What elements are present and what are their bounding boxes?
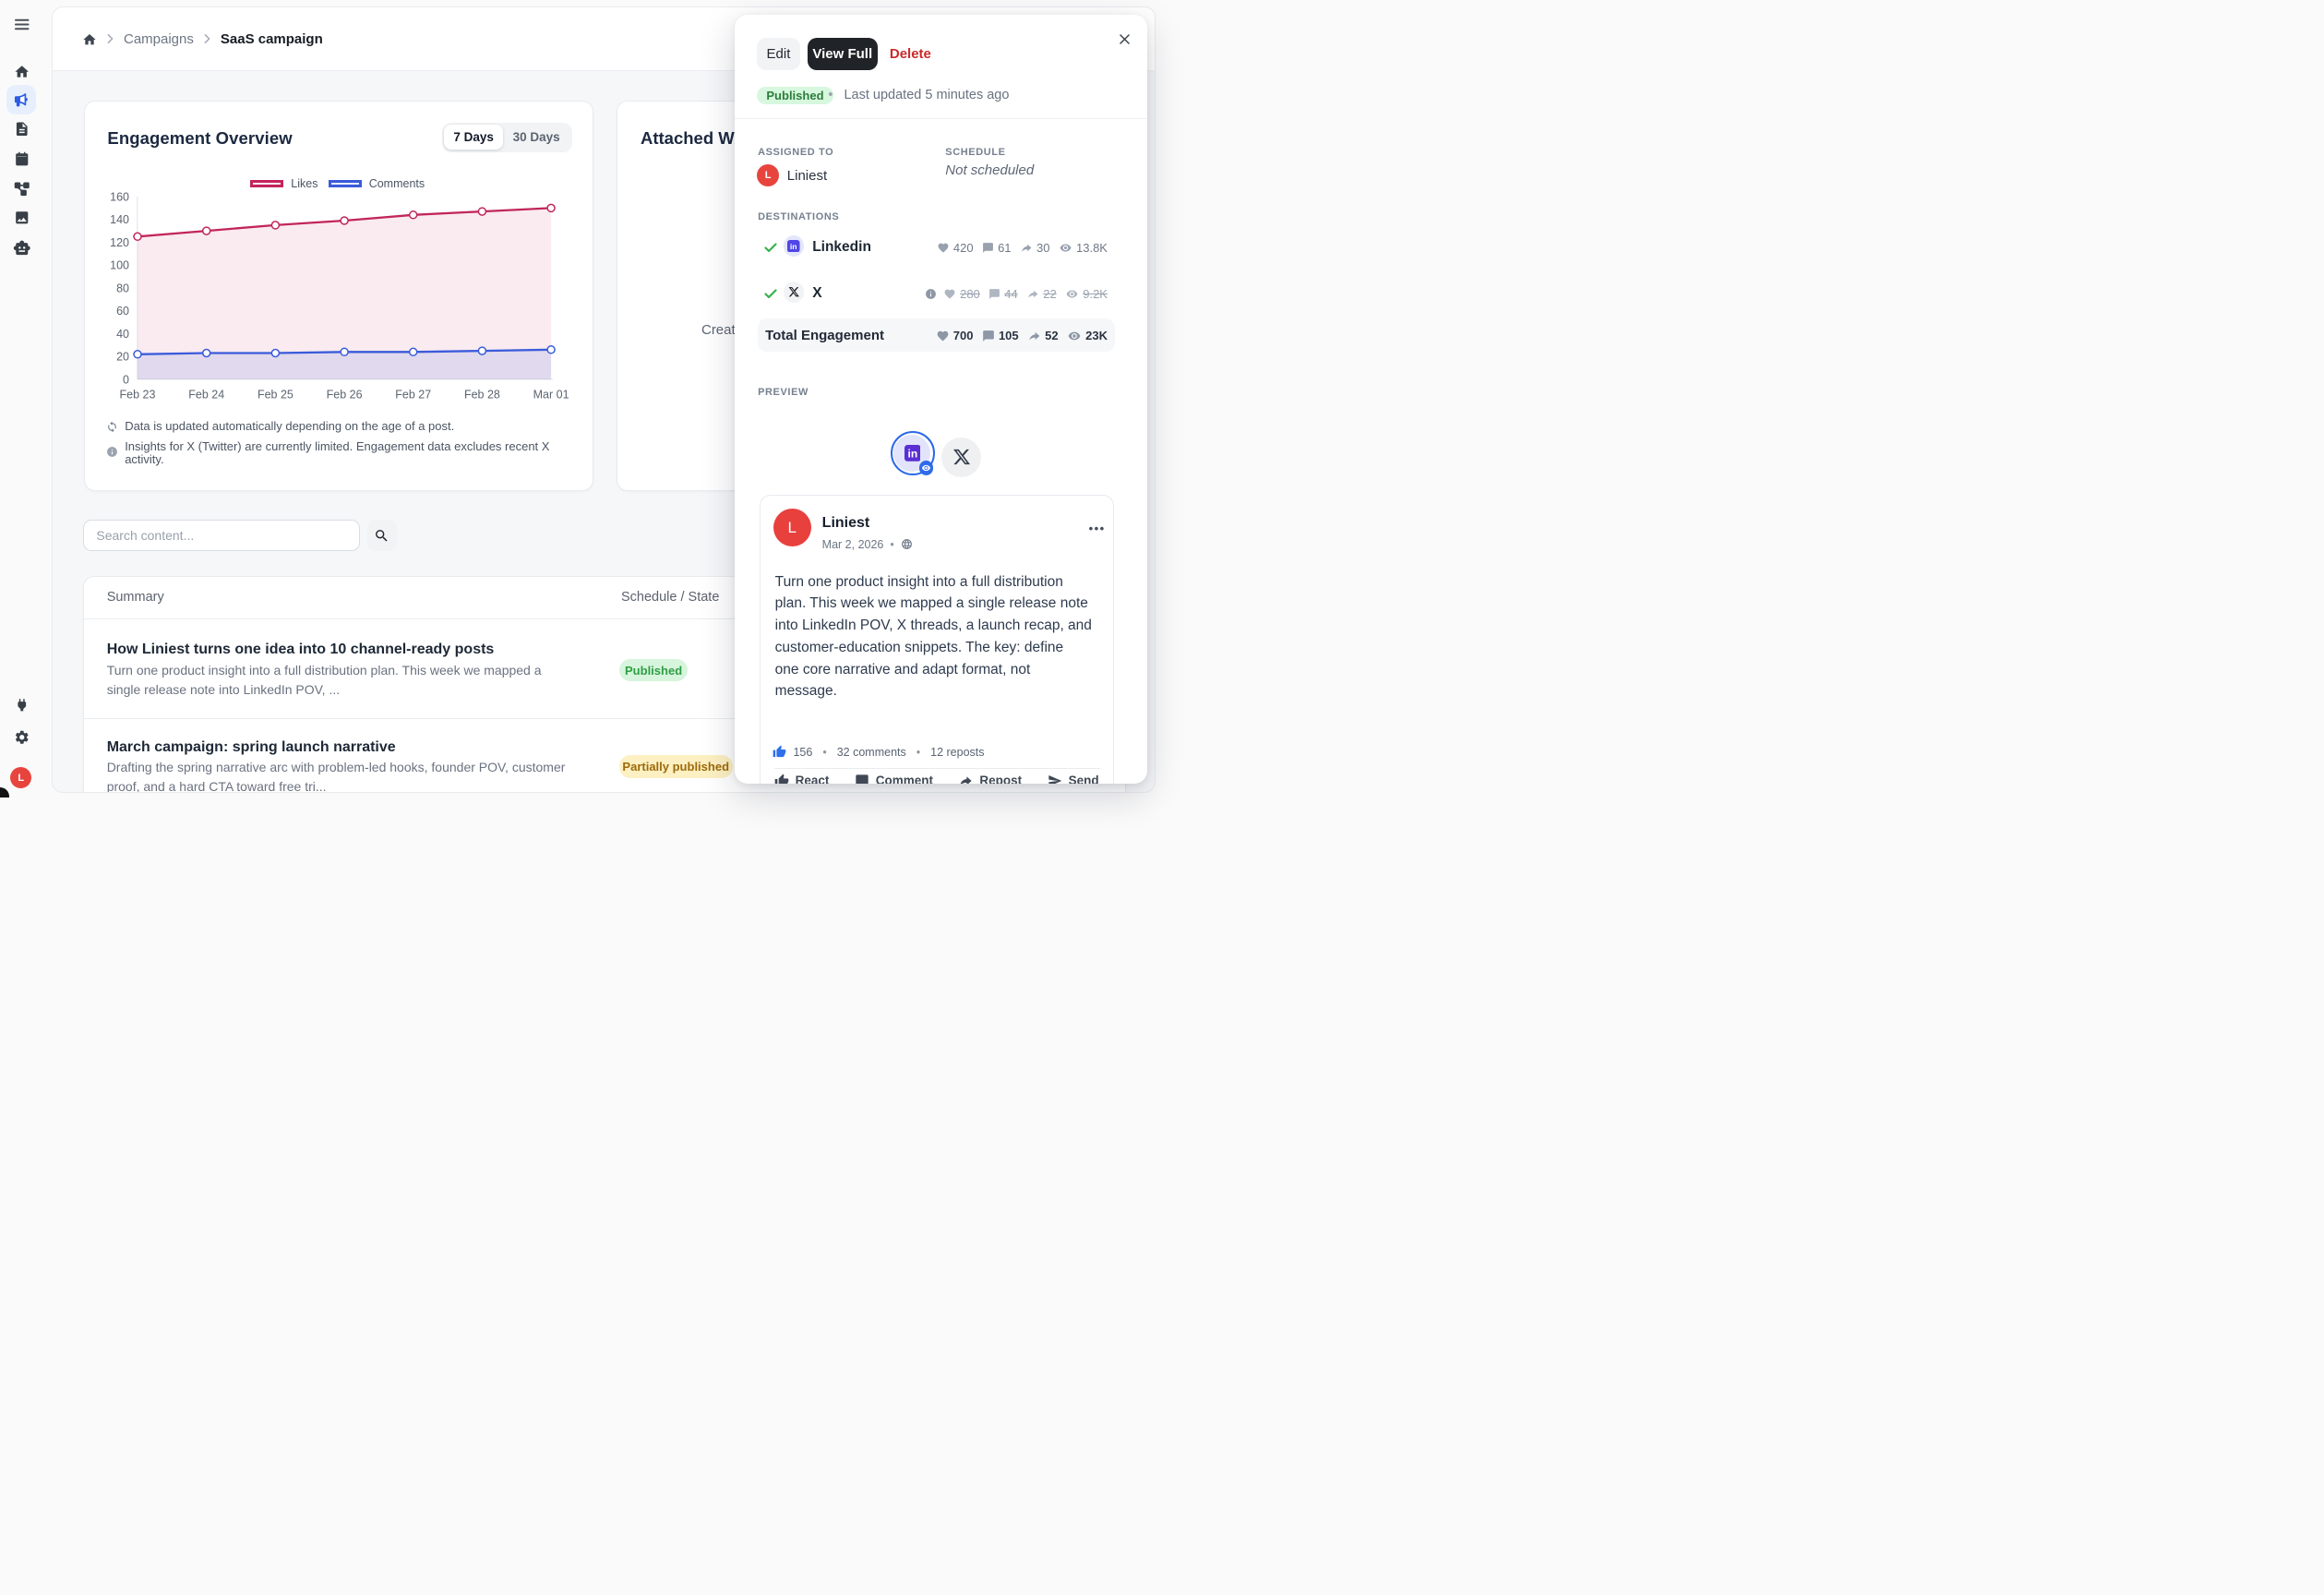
svg-text:0: 0 [123,374,129,387]
svg-text:in: in [907,448,917,461]
svg-text:Feb 28: Feb 28 [464,389,500,402]
svg-text:Feb 25: Feb 25 [258,389,293,402]
svg-text:120: 120 [110,236,129,249]
svg-text:160: 160 [110,191,129,204]
svg-text:Mar 01: Mar 01 [533,389,569,402]
svg-text:40: 40 [116,328,129,341]
svg-text:Feb 23: Feb 23 [119,389,155,402]
svg-text:60: 60 [116,306,129,318]
svg-text:100: 100 [110,259,129,272]
svg-text:Feb 24: Feb 24 [188,389,224,402]
svg-text:in: in [790,242,797,251]
svg-text:Feb 26: Feb 26 [326,389,362,402]
svg-text:140: 140 [110,214,129,227]
svg-text:80: 80 [116,282,129,295]
svg-text:Feb 27: Feb 27 [395,389,431,402]
svg-text:20: 20 [116,351,129,364]
